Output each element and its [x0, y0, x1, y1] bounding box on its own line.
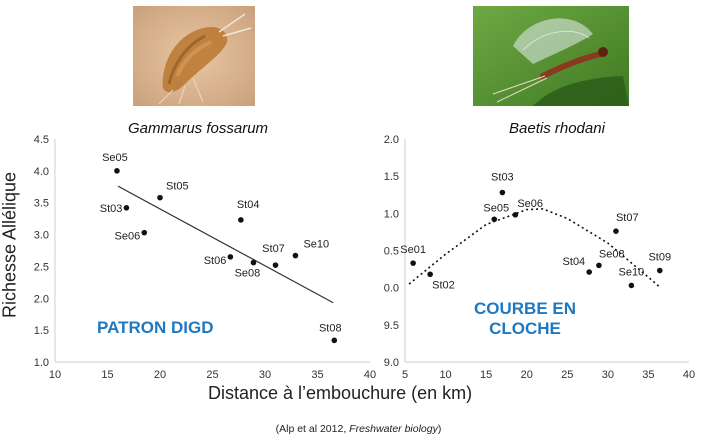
right-x-tick-label: 30	[602, 369, 614, 381]
left-data-point	[238, 217, 244, 223]
baetis-mayfly-photo	[473, 6, 629, 106]
right-x-tick-label: 20	[521, 369, 533, 381]
pattern-label-right: COURBE EN CLOCHE	[474, 299, 576, 339]
left-y-tick-label: 1.5	[34, 325, 49, 337]
right-x-tick-label: 25	[561, 369, 573, 381]
citation-journal: Freshwater biology	[349, 423, 438, 435]
left-point-label: St06	[204, 255, 227, 267]
left-y-tick-label: 4.5	[34, 134, 49, 146]
right-y-tick-label: 9.5	[384, 320, 399, 332]
left-data-point	[157, 194, 163, 201]
right-point-label: St09	[648, 252, 671, 264]
right-y-tick-label: 1.0	[384, 208, 399, 220]
right-data-point	[410, 260, 416, 266]
right-y-tick-label: 0.0	[384, 283, 399, 295]
gammarus-photo	[133, 6, 255, 106]
gammarus-amphipod-photo	[133, 6, 255, 106]
left-point-label: Se10	[303, 239, 329, 251]
chart-baetis: 9.0 9.5 0.0 0.5 1.0 1.5 2.0 5 10 15 20 25 30 35 40 Se01…	[384, 134, 695, 381]
left-point-label: Se06	[115, 231, 141, 243]
chart-gammarus: 1.0 1.5 2.0 2.5 3.0 3.5 4.0 4.5 10 15 20 25 30 35 40 Se…	[34, 134, 376, 381]
left-point-label: St04	[237, 199, 260, 211]
left-trend-line	[117, 185, 334, 304]
left-data-point	[250, 259, 257, 266]
right-data-point	[613, 228, 619, 234]
y-axis-label: Richesse Allélique	[0, 171, 20, 319]
left-data-point	[292, 252, 299, 259]
x-axis-label: Distance à l’embouchure (en km)	[208, 383, 473, 403]
right-x-tick-label: 5	[402, 369, 408, 381]
citation-suffix: )	[437, 423, 442, 435]
left-y-tick-label: 3.0	[34, 230, 49, 242]
right-point-label: Se05	[483, 202, 509, 214]
left-data-point	[114, 168, 120, 174]
left-y-tick-label: 2.5	[34, 261, 49, 273]
baetis-photo	[473, 6, 629, 106]
left-data-point	[331, 337, 338, 344]
left-x-tick-label: 10	[49, 369, 61, 381]
left-point-label: St08	[319, 322, 342, 334]
left-point-label: St05	[166, 181, 189, 193]
left-y-tick-label: 3.5	[34, 198, 49, 210]
right-x-tick-label: 15	[480, 369, 492, 381]
right-point-label: St07	[616, 212, 639, 224]
right-point-label: St04	[563, 256, 586, 268]
right-data-point	[628, 282, 635, 289]
right-x-tick-label: 40	[683, 369, 695, 381]
right-data-point	[512, 212, 519, 218]
right-y-tick-label: 1.5	[384, 171, 399, 183]
right-x-tick-label: 35	[642, 369, 654, 381]
right-trend-curve	[408, 208, 662, 289]
right-point-label: Se01	[400, 244, 426, 256]
right-data-point	[656, 267, 663, 274]
pattern-label-right-line1: COURBE EN	[474, 299, 577, 318]
left-y-tick-label: 2.0	[34, 293, 49, 305]
species-name-right: Baetis rhodani	[509, 120, 605, 137]
left-x-tick-label: 35	[311, 369, 323, 381]
right-data-point	[499, 189, 506, 196]
left-point-label: Se05	[102, 152, 128, 164]
left-point-label: St07	[262, 243, 285, 255]
right-point-label: St03	[491, 172, 514, 184]
citation: (Alp et al 2012, Freshwater biology)	[0, 423, 717, 435]
right-data-point	[427, 271, 433, 278]
left-x-tick-label: 30	[259, 369, 271, 381]
right-point-label: Se06	[517, 198, 543, 210]
left-x-tick-label: 25	[206, 369, 218, 381]
right-data-point	[596, 262, 602, 269]
left-x-tick-label: 40	[364, 369, 376, 381]
right-y-tick-label: 0.5	[384, 246, 399, 258]
right-y-tick-label: 9.0	[384, 357, 399, 369]
left-data-point	[227, 254, 234, 260]
left-data-point	[272, 262, 279, 268]
right-data-point	[491, 216, 498, 223]
left-y-tick-label: 1.0	[34, 357, 49, 369]
right-x-tick-label: 10	[439, 369, 451, 381]
right-data-point	[586, 269, 592, 275]
left-y-tick-label: 4.0	[34, 166, 49, 178]
right-y-tick-label: 2.0	[384, 134, 399, 146]
left-x-tick-label: 20	[154, 369, 166, 381]
left-point-label: Se08	[235, 268, 261, 280]
right-point-label: St02	[432, 279, 455, 291]
left-x-tick-label: 15	[101, 369, 113, 381]
pattern-label-left: PATRON DIGD	[97, 318, 214, 337]
pattern-label-right-line2: CLOCHE	[489, 319, 561, 338]
left-data-point	[123, 205, 130, 211]
species-name-left: Gammarus fossarum	[128, 120, 269, 137]
right-point-label: Se10	[619, 266, 645, 278]
citation-prefix: (Alp et al 2012,	[275, 423, 350, 435]
left-data-point	[141, 229, 148, 236]
left-point-label: St03	[100, 203, 123, 215]
right-point-label: Se08	[599, 248, 625, 260]
